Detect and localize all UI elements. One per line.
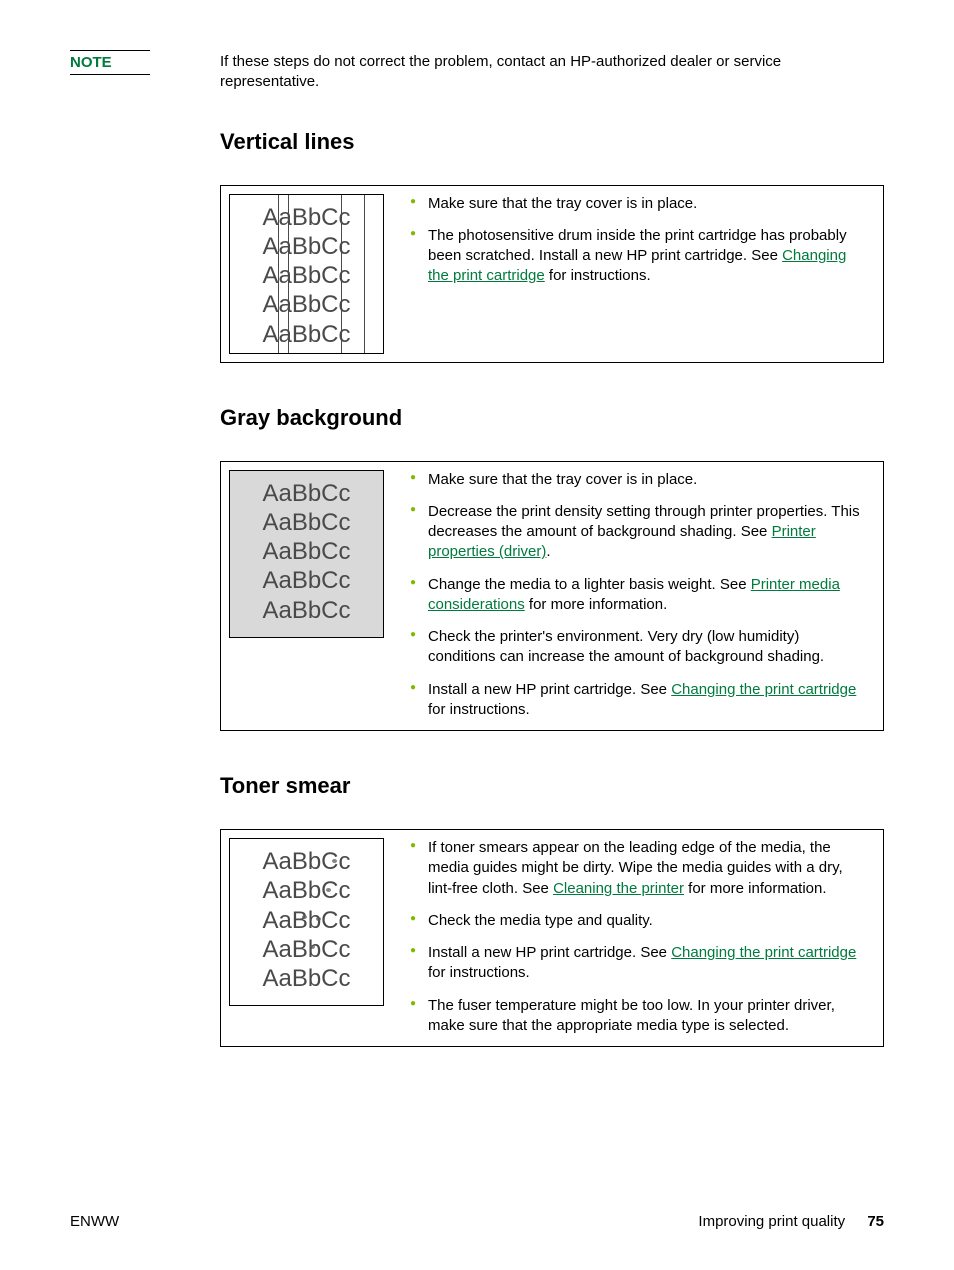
solutions-cell: Make sure that the tray cover is in plac… — [392, 470, 875, 723]
sample-cell: AaBbCcAaBbCcAaBbCcAaBbCcAaBbCc — [229, 470, 384, 638]
note-label-wrap: NOTE — [70, 50, 220, 75]
doc-link[interactable]: Printer media considerations — [428, 576, 840, 613]
footer-page-number: 75 — [867, 1213, 884, 1230]
footer-right-text: Improving print quality — [698, 1213, 845, 1230]
print-sample: AaBbCcAaBbCcAaBbCcAaBbCcAaBbCc — [229, 838, 384, 1006]
doc-link[interactable]: Changing the print cartridge — [671, 681, 856, 698]
page: NOTE If these steps do not correct the p… — [0, 0, 954, 1270]
solution-item: Decrease the print density setting throu… — [428, 502, 867, 563]
section-toner-smear: Toner smear AaBbCcAaBbCcAaBbCcAaBbCcAaBbC… — [220, 773, 884, 1047]
solutions-cell: If toner smears appear on the leading ed… — [392, 838, 875, 1038]
doc-link[interactable]: Cleaning the printer — [553, 880, 684, 897]
doc-link[interactable]: Changing the print cartridge — [428, 247, 846, 284]
section-heading: Vertical lines — [220, 129, 884, 155]
troubleshoot-box: AaBbCcAaBbCcAaBbCcAaBbCcAaBbCc If toner s… — [220, 829, 884, 1047]
section-gray-background: Gray background AaBbCcAaBbCcAaBbCcAaBbCcA… — [220, 405, 884, 732]
solution-item: If toner smears appear on the leading ed… — [428, 838, 867, 899]
solutions-list: Make sure that the tray cover is in plac… — [410, 194, 867, 287]
solution-item: Check the printer's environment. Very dr… — [428, 627, 867, 668]
sample-cell: AaBbCcAaBbCcAaBbCcAaBbCcAaBbCc — [229, 194, 384, 354]
doc-link[interactable]: Changing the print cartridge — [671, 944, 856, 961]
troubleshoot-box: AaBbCcAaBbCcAaBbCcAaBbCcAaBbCc Make sure … — [220, 461, 884, 732]
solution-item: Make sure that the tray cover is in plac… — [428, 194, 867, 214]
solution-item: Change the media to a lighter basis weig… — [428, 575, 867, 616]
footer-left: ENWW — [70, 1213, 119, 1230]
solution-item: Install a new HP print cartridge. See Ch… — [428, 680, 867, 721]
solutions-cell: Make sure that the tray cover is in plac… — [392, 194, 875, 289]
solutions-list: Make sure that the tray cover is in plac… — [410, 470, 867, 721]
solution-item: Install a new HP print cartridge. See Ch… — [428, 943, 867, 984]
solution-item: Make sure that the tray cover is in plac… — [428, 470, 867, 490]
print-sample: AaBbCcAaBbCcAaBbCcAaBbCcAaBbCc — [229, 194, 384, 354]
troubleshoot-box: AaBbCcAaBbCcAaBbCcAaBbCcAaBbCc Make sure … — [220, 185, 884, 363]
doc-link[interactable]: Printer properties (driver) — [428, 523, 816, 560]
solution-item: The photosensitive drum inside the print… — [428, 226, 867, 287]
section-heading: Toner smear — [220, 773, 884, 799]
print-sample: AaBbCcAaBbCcAaBbCcAaBbCcAaBbCc — [229, 470, 384, 638]
note-label: NOTE — [70, 50, 150, 75]
note-row: NOTE If these steps do not correct the p… — [70, 50, 884, 93]
footer-right: Improving print quality 75 — [698, 1213, 884, 1230]
sample-cell: AaBbCcAaBbCcAaBbCcAaBbCcAaBbCc — [229, 838, 384, 1006]
solution-item: Check the media type and quality. — [428, 911, 867, 931]
solution-item: The fuser temperature might be too low. … — [428, 996, 867, 1037]
note-text: If these steps do not correct the proble… — [220, 50, 884, 93]
section-heading: Gray background — [220, 405, 884, 431]
section-vertical-lines: Vertical lines AaBbCcAaBbCcAaBbCcAaBbCcAa… — [220, 129, 884, 363]
page-footer: ENWW Improving print quality 75 — [70, 1213, 884, 1230]
solutions-list: If toner smears appear on the leading ed… — [410, 838, 867, 1036]
